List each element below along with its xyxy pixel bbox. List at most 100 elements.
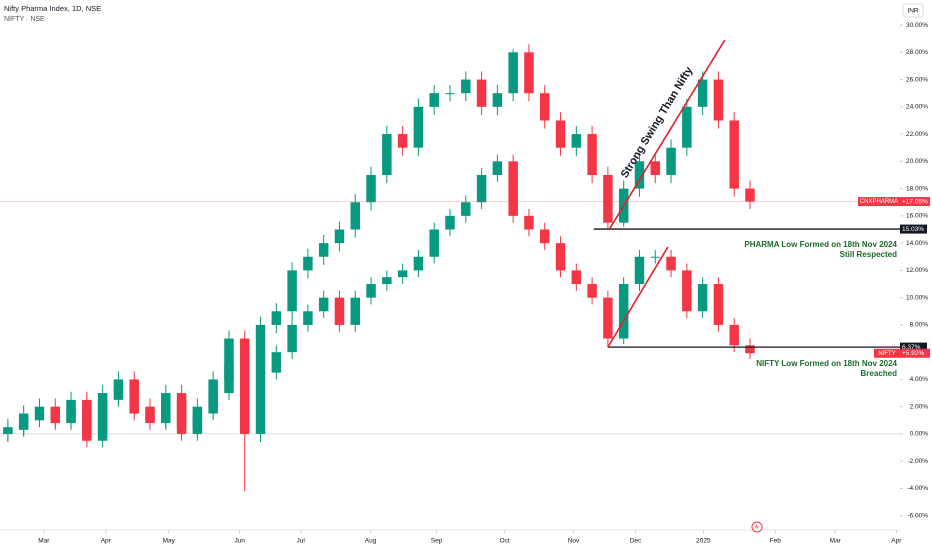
candle-body [161,399,171,424]
x-tick-label: Oct [500,538,510,545]
last-value-label: +5.92% [902,350,924,357]
candle-body [555,243,566,271]
trend-line [608,39,726,230]
candle-body [208,393,218,414]
candle-body [240,365,250,373]
candle-body [713,79,724,121]
candle-body [303,256,313,271]
x-tick-label: Nov [568,538,580,545]
candle-body [34,413,45,421]
annotation: Breached [861,369,898,378]
candle-body [145,413,155,424]
candle-body [745,345,755,354]
y-tick-label: 30.00% [906,22,928,29]
candle-body [287,324,297,353]
candle-body [429,229,439,257]
candle-body [571,134,582,148]
level-label-box [900,224,927,234]
series-name: NIFTY [878,351,895,357]
chart-title: Nifty Pharma Index, 1D, NSE [4,4,101,13]
candle-body [713,284,724,325]
candle-body [571,270,582,285]
candle-body [334,229,345,244]
x-tick-label: Jun [234,538,245,545]
candle-body [445,93,455,95]
y-tick-label: 26.00% [906,76,928,83]
candle-body [255,372,266,374]
candle-body [382,134,392,175]
candle-body [555,120,566,148]
candle-body [603,297,613,339]
candle-body [318,243,329,257]
candle-body [476,174,487,203]
candle-body [587,284,597,298]
candle-body [603,174,613,223]
level-label: 15.03% [902,226,924,233]
candle-body [176,399,187,434]
x-tick-label: 2025 [696,538,711,545]
currency[interactable]: INR [907,8,919,15]
candle-body [682,106,692,148]
last-value-box [900,348,930,358]
candle-body [729,120,739,189]
candle-body [397,134,408,148]
candle-body [382,277,392,285]
candle-body [350,297,360,325]
y-tick-label: 0.00% [910,431,929,438]
currency-box[interactable] [902,3,924,18]
x-tick-label: Aug [365,538,377,545]
candle-body [476,79,487,107]
candle-body [492,161,503,175]
annotation: NIFTY Low Formed on 18th Nov 2024 [756,359,897,368]
trend-line [607,246,669,348]
candle-body [271,352,282,373]
candle-body [492,93,503,107]
x-tick-label: Dec [630,538,642,545]
candle-body [745,188,755,202]
y-tick-label: 12.00% [906,267,928,274]
candle-body [366,174,376,203]
candle-body [224,365,234,394]
chart-subtitle: NIFTY · NSE [4,16,45,23]
candle-body [650,256,660,258]
candle-body [3,429,13,434]
candle-body [413,106,424,148]
x-tick-label: Feb [770,538,782,545]
y-tick-label: 8.00% [910,322,929,329]
candle-body [666,147,676,175]
y-tick-label: -4.00% [907,485,928,492]
candle-body [461,79,471,94]
candle-body [397,270,408,278]
y-tick-label: -2.00% [907,458,928,465]
x-tick-label: Apr [891,538,902,545]
candle-body [192,413,203,434]
y-tick-label: 20.00% [906,158,928,165]
x-tick-label: Jul [296,538,305,545]
y-tick-label: 24.00% [906,104,928,111]
candle-body [682,270,692,312]
candle-body [524,52,534,94]
candle-body [634,161,645,189]
y-tick-label: 2.00% [910,403,929,410]
candle-body [350,202,360,230]
annotation: Still Respected [840,250,897,259]
event-icon-bolt [755,523,759,531]
candle-body [50,413,60,424]
candle-body [429,93,439,107]
candle-body [445,215,455,230]
y-tick-label: 28.00% [906,49,928,56]
x-tick-label: Mar [830,538,842,545]
y-tick-label: -6.00% [907,512,928,519]
candle-body [287,270,297,312]
candle-body [334,297,345,325]
candle-body [634,256,645,285]
y-tick-label: 18.00% [906,185,928,192]
candle-body [650,161,660,175]
candle-body [366,284,376,298]
candle-body [618,284,629,339]
candle-body [508,52,518,94]
candle-body [540,229,550,244]
candle-body [129,386,139,414]
